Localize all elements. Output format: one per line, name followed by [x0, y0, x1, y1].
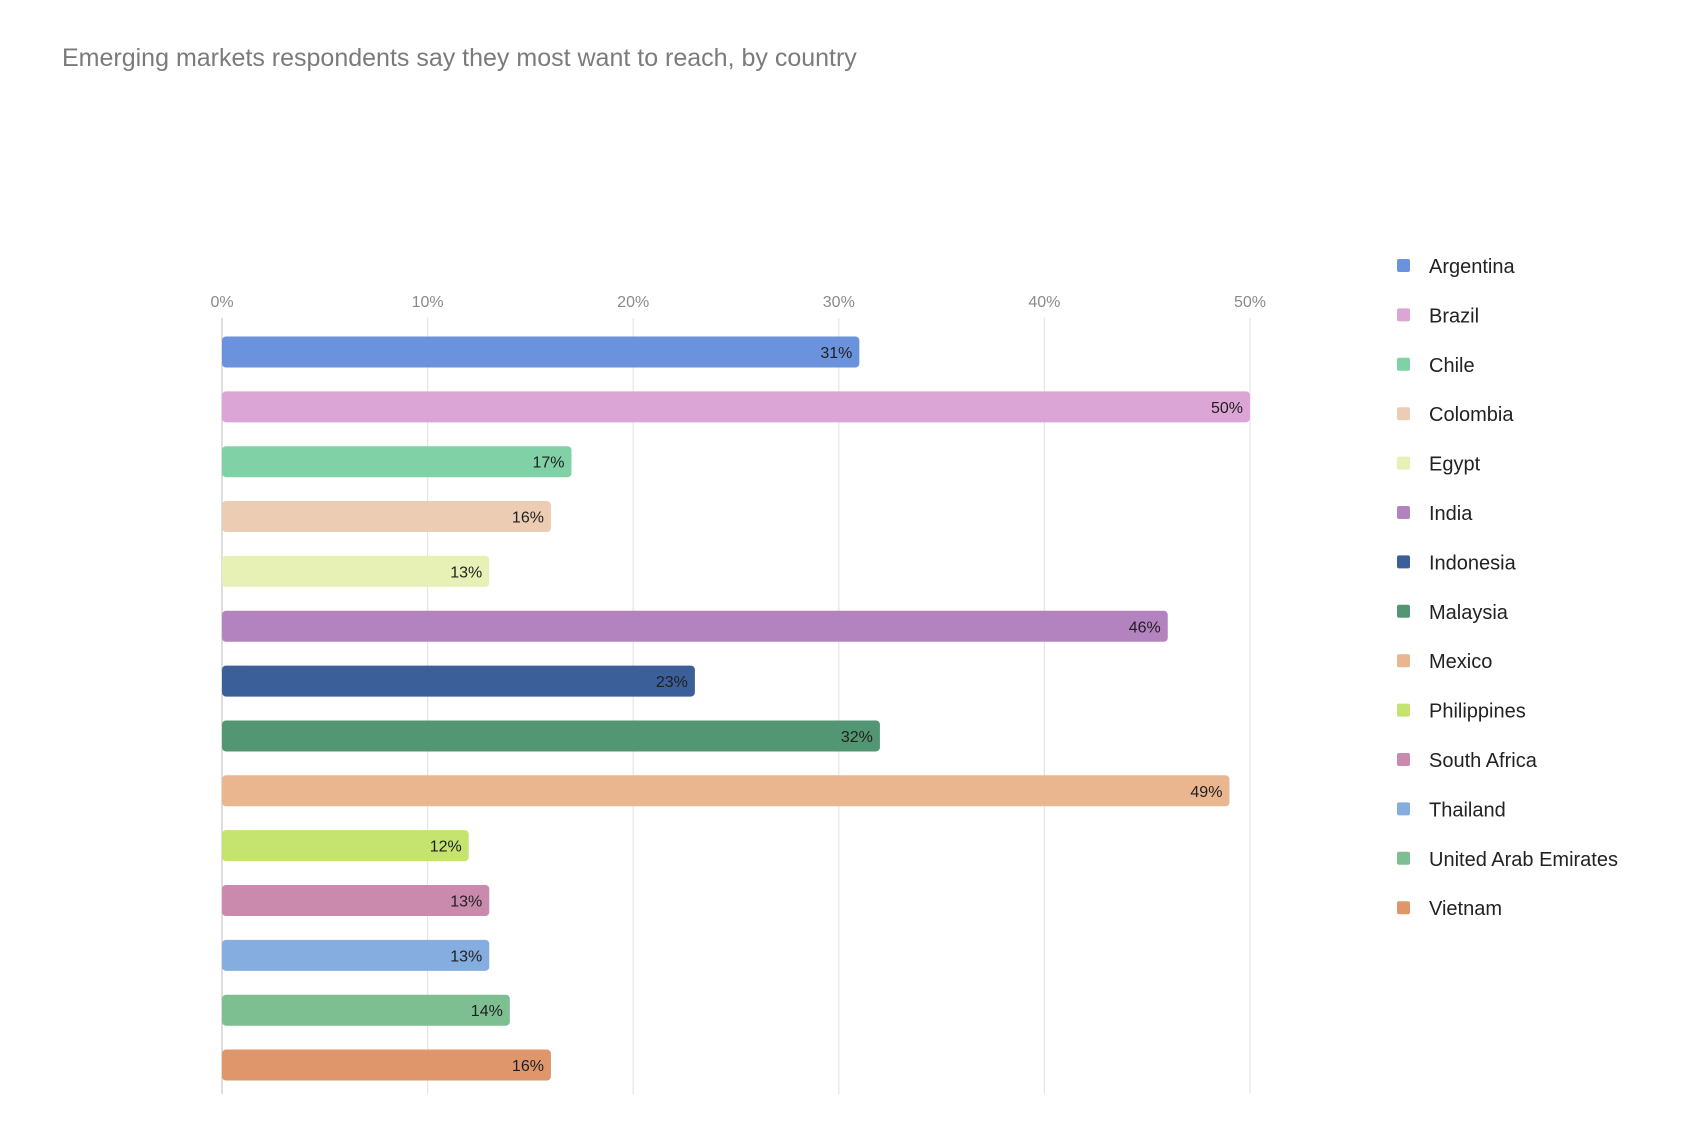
legend-swatch [1397, 604, 1410, 618]
bar-philippines[interactable] [222, 830, 469, 862]
legend-item-philippines[interactable]: Philippines [1429, 701, 1526, 723]
data-label: 31% [820, 345, 852, 362]
legend-item-argentina[interactable]: Argentina [1429, 256, 1515, 278]
x-tick-label: 40% [1028, 294, 1060, 311]
data-label: 23% [656, 674, 688, 691]
bar-egypt[interactable] [222, 555, 490, 587]
data-label: 13% [450, 894, 482, 911]
legend-swatch [1397, 802, 1410, 816]
data-label: 13% [450, 564, 482, 581]
legend-swatch [1397, 407, 1410, 421]
data-label: 13% [450, 948, 482, 965]
legend: Argentina Brazil Chile Colombia Egypt India In… [1397, 256, 1618, 920]
legend-item-united-arab-emirates[interactable]: United Arab Emirates [1429, 849, 1618, 871]
legend-item-colombia[interactable]: Colombia [1429, 404, 1514, 426]
legend-swatch [1397, 654, 1410, 668]
legend-item-india[interactable]: India [1429, 503, 1473, 525]
legend-swatch [1397, 506, 1410, 519]
bar-mexico[interactable] [222, 775, 1230, 807]
data-label: 50% [1211, 400, 1243, 417]
bar-indonesia[interactable] [222, 665, 695, 697]
bar-india[interactable] [222, 610, 1168, 642]
legend-swatch [1397, 308, 1410, 322]
legend-swatch [1397, 703, 1410, 717]
legend-swatch [1397, 357, 1410, 371]
x-tick-label: 10% [412, 294, 444, 311]
x-tick-label: 0% [210, 294, 233, 311]
bar-malaysia[interactable] [222, 720, 880, 752]
legend-item-thailand[interactable]: Thailand [1429, 799, 1506, 821]
legend-swatch [1397, 259, 1410, 272]
legend-item-south-africa[interactable]: South Africa [1429, 750, 1538, 772]
bar-brazil[interactable] [222, 391, 1250, 423]
x-tick-label: 50% [1234, 294, 1266, 311]
bar-united-arab-emirates[interactable] [222, 994, 510, 1026]
legend-swatch [1397, 555, 1410, 569]
legend-swatch [1397, 901, 1410, 915]
x-tick-label: 30% [823, 294, 855, 311]
legend-item-chile[interactable]: Chile [1429, 355, 1475, 377]
data-label: 49% [1190, 784, 1222, 801]
x-tick-label: 20% [617, 294, 649, 311]
bar-argentina[interactable] [222, 336, 860, 368]
data-label: 32% [841, 729, 873, 746]
legend-item-vietnam[interactable]: Vietnam [1429, 898, 1502, 920]
data-label: 16% [512, 510, 544, 527]
data-label: 17% [532, 455, 564, 472]
x-axis-ticks: 0% 10% 20% 30% 40% 50% [210, 294, 1266, 311]
bar-thailand[interactable] [222, 939, 490, 971]
bars [222, 336, 1250, 1081]
data-label: 12% [430, 839, 462, 856]
bar-vietnam[interactable] [222, 1049, 551, 1081]
data-label: 14% [471, 1003, 503, 1020]
legend-item-mexico[interactable]: Mexico [1429, 651, 1492, 673]
chart-title: Emerging markets respondents say they mo… [62, 44, 857, 72]
legend-item-egypt[interactable]: Egypt [1429, 454, 1481, 476]
data-labels: 31% 50% 17% 16% 13% 46% 23% 32% 49% 12% 13% 13% 14% 1… [430, 345, 1243, 1075]
legend-item-malaysia[interactable]: Malaysia [1429, 602, 1509, 624]
legend-item-brazil[interactable]: Brazil [1429, 305, 1479, 327]
legend-swatch [1397, 456, 1410, 470]
legend-item-indonesia[interactable]: Indonesia [1429, 552, 1517, 574]
data-label: 46% [1129, 619, 1161, 636]
bar-colombia[interactable] [222, 501, 551, 533]
bar-south-africa[interactable] [222, 885, 490, 916]
legend-swatch [1397, 851, 1410, 865]
gridlines [221, 318, 1251, 1094]
bar-chile[interactable] [222, 446, 572, 478]
legend-swatch [1397, 753, 1410, 766]
data-label: 16% [512, 1058, 544, 1075]
